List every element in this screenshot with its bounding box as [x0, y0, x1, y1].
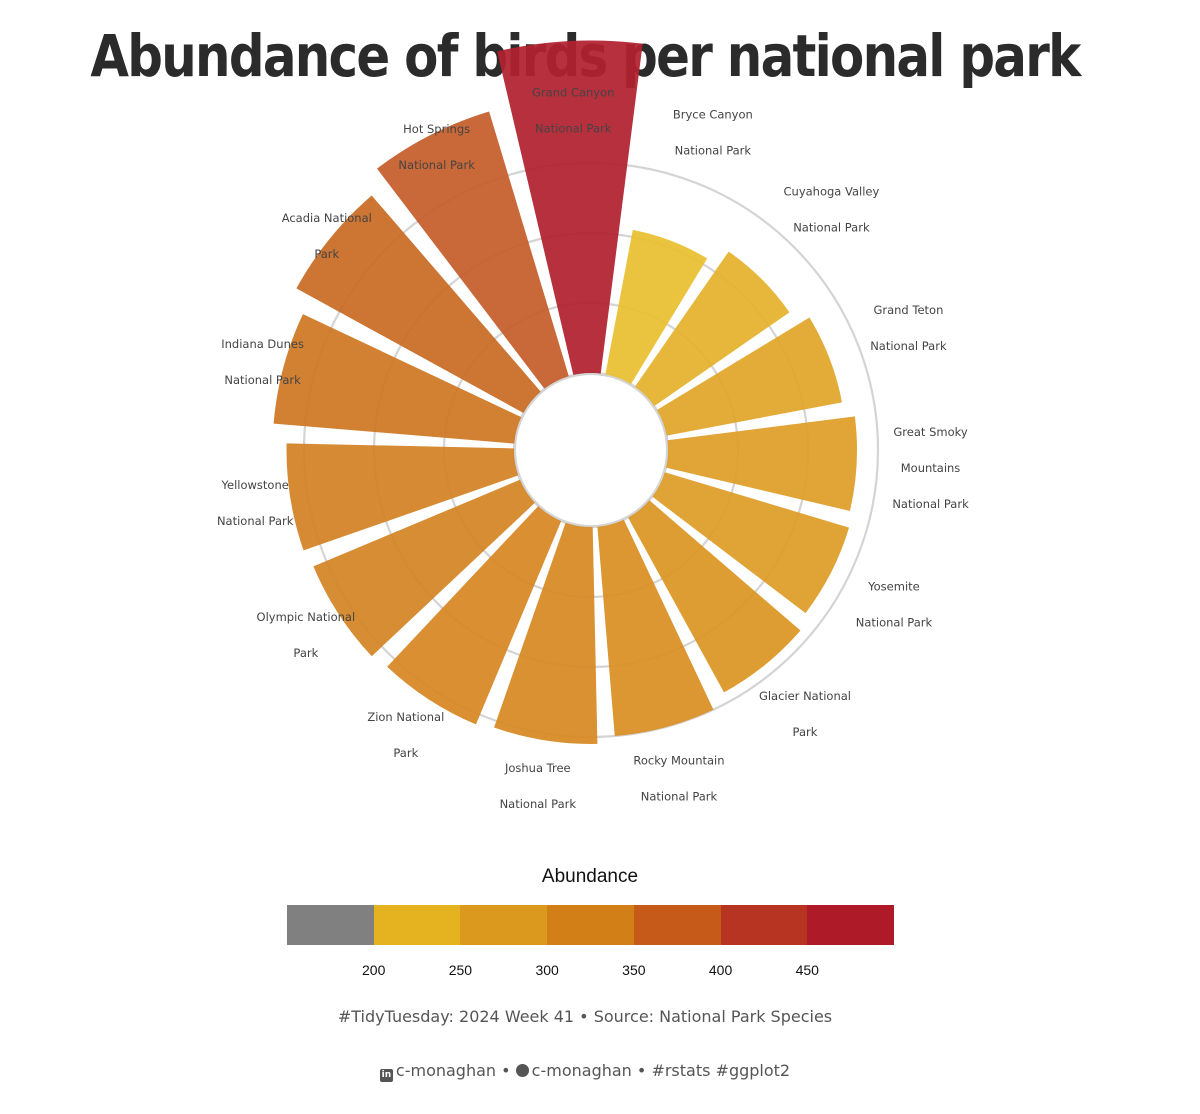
label-zion-national-park: Zion National Park [367, 710, 444, 760]
label-acadia-national-park: Acadia National Park [282, 211, 372, 261]
caption-source: #TidyTuesday: 2024 Week 41 • Source: Nat… [337, 1007, 833, 1026]
legend-swatch-0 [287, 905, 374, 945]
legend-swatch-5 [720, 905, 808, 945]
label-line: National Park [870, 339, 947, 353]
bar-indiana-dunes-national-park [273, 314, 522, 444]
label-line: Indiana Dunes [221, 337, 304, 351]
label-line: Great Smoky [893, 425, 967, 439]
bar-yellowstone-national-park [286, 443, 519, 551]
label-line: Park [393, 746, 418, 760]
label-grand-canyon-national-park: Grand Canyon National Park [532, 85, 614, 135]
legend-tick-300: 300 [535, 962, 559, 978]
label-line: Joshua Tree [504, 761, 571, 775]
bar-yosemite-national-park [652, 472, 850, 614]
bar-bryce-canyon-national-park [605, 229, 708, 385]
label-line: Mountains [901, 461, 961, 475]
linkedin-handle: c-monaghan [395, 1061, 497, 1080]
label-yellowstone-national-park: Yellowstone National Park [217, 478, 294, 528]
label-line: Yosemite [867, 579, 920, 593]
label-cuyahoga-valley-national-park: Cuyahoga Valley National Park [784, 185, 880, 235]
bar-olympic-national-park [313, 479, 535, 657]
label-line: National Park [856, 615, 933, 629]
label-line: Olympic National [257, 610, 356, 624]
bar-grand-canyon-national-park [497, 40, 643, 376]
label-line: National Park [793, 221, 870, 235]
bar-acadia-national-park [296, 195, 541, 413]
bar-cuyahoga-valley-national-park [634, 251, 790, 407]
label-line: Acadia National [282, 211, 372, 225]
label-bryce-canyon-national-park: Bryce Canyon National Park [673, 108, 753, 158]
legend-tick-200: 200 [362, 962, 386, 978]
label-joshua-tree-national-park: Joshua Tree National Park [500, 761, 577, 811]
label-grand-teton-national-park: Grand Teton National Park [870, 303, 947, 353]
caption-social: in c-monaghan • c-monaghan • #rstats #ggp… [0, 1061, 1170, 1082]
label-line: Park [793, 725, 818, 739]
label-line: Rocky Mountain [633, 753, 724, 767]
label-line: National Park [892, 497, 969, 511]
bar-glacier-national-park [628, 500, 801, 693]
bar-series [273, 40, 857, 744]
label-yosemite-national-park: Yosemite National Park [856, 579, 933, 629]
label-hot-springs-national-park: Hot Springs National Park [398, 122, 475, 172]
caption-separator-2: • [636, 1061, 647, 1080]
github-icon [515, 1064, 529, 1077]
label-line: Zion National [367, 710, 444, 724]
label-line: Grand Teton [873, 303, 943, 317]
label-line: Bryce Canyon [673, 108, 753, 122]
label-line: Grand Canyon [532, 85, 614, 99]
label-line: National Park [398, 158, 475, 172]
bar-joshua-tree-national-park [494, 522, 598, 744]
legend-swatch-4 [633, 905, 721, 945]
label-line: Park [293, 646, 318, 660]
label-line: Park [314, 247, 339, 261]
linkedin-icon: in [379, 1069, 393, 1082]
legend-title: Abundance [541, 866, 639, 887]
label-olympic-national-park: Olympic National Park [257, 610, 356, 660]
bar-hot-springs-national-park [377, 111, 569, 389]
legend-swatch-6 [807, 905, 895, 945]
label-great-smoky-mountains-national-park: Great Smoky Mountains National Park [892, 425, 969, 511]
label-line: Yellowstone [221, 478, 289, 492]
legend-color-bar [287, 905, 895, 945]
bar-rocky-mountain-national-park [597, 519, 714, 737]
label-glacier-national-park: Glacier National Park [759, 689, 851, 739]
label-line: National Park [675, 144, 752, 158]
label-line: National Park [641, 789, 718, 803]
github-handle: c-monaghan [531, 1061, 632, 1080]
legend-swatch-1 [373, 905, 461, 945]
legend-tick-350: 350 [622, 962, 646, 978]
legend-tick-250: 250 [448, 962, 473, 978]
label-line: Cuyahoga Valley [784, 185, 880, 199]
bar-zion-national-park [387, 506, 562, 725]
legend-tick-labels: 200 250 300 350 400 450 [0, 962, 1200, 982]
label-rocky-mountain-national-park: Rocky Mountain National Park [633, 753, 724, 803]
legend-tick-450: 450 [795, 962, 819, 978]
bar-grand-teton-national-park [656, 317, 843, 436]
label-indiana-dunes-national-park: Indiana Dunes National Park [221, 337, 304, 387]
caption-separator: • [501, 1061, 511, 1080]
legend-swatch-2 [460, 905, 548, 945]
label-line: Hot Springs [403, 122, 470, 136]
legend-tick-400: 400 [708, 962, 733, 978]
label-line: National Park [217, 514, 294, 528]
legend-swatch-3 [547, 905, 634, 945]
label-line: National Park [500, 797, 577, 811]
inner-circle [514, 373, 668, 527]
label-line: National Park [535, 121, 612, 135]
label-line: National Park [224, 373, 301, 387]
caption-tags: #rstats #ggplot2 [651, 1061, 791, 1080]
bar-great-smoky-mountains-national-park [665, 416, 857, 511]
label-line: Glacier National [759, 689, 851, 703]
